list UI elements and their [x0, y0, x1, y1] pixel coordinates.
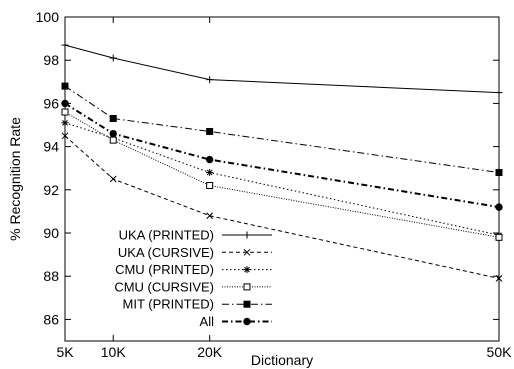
legend-marker — [243, 317, 251, 326]
y-tick-label: 86 — [43, 311, 59, 327]
legend-label: CMU (CURSIVE) — [114, 279, 214, 294]
y-tick-label: 94 — [43, 139, 59, 155]
data-point — [109, 175, 117, 183]
data-point — [61, 108, 69, 116]
data-point — [61, 82, 69, 90]
data-point — [61, 99, 69, 108]
series-line-uka-cursive — [64, 135, 500, 279]
data-point — [495, 275, 503, 282]
y-tick-label: 88 — [43, 268, 59, 284]
legend-label: UKA (CURSIVE) — [118, 245, 214, 260]
legend-marker — [243, 248, 251, 256]
series-line-cmu-cursive — [64, 111, 500, 238]
series-line-cmu-printed — [64, 122, 500, 236]
x-tick-label: 50K — [487, 344, 513, 360]
series-line-mit-printed — [64, 85, 500, 174]
data-point — [495, 89, 503, 97]
data-point — [206, 127, 214, 135]
y-axis-label: % Recognition Rate — [7, 117, 23, 241]
data-point — [206, 169, 214, 177]
data-point — [495, 169, 503, 177]
series-mit-printed — [61, 82, 503, 177]
data-point — [109, 54, 117, 62]
data-point — [206, 76, 214, 84]
data-point — [206, 212, 214, 220]
data-point — [206, 181, 214, 189]
series-line-all — [64, 102, 500, 209]
legend-item-cmu-printed: CMU (PRINTED) — [115, 262, 272, 277]
series-line-uka-printed — [64, 44, 500, 94]
data-point — [495, 233, 503, 241]
y-tick-label: 98 — [43, 52, 59, 68]
x-tick-label: 5K — [56, 344, 74, 360]
legend-item-all: All — [200, 314, 272, 329]
legend-item-mit-printed: MIT (PRINTED) — [123, 297, 272, 312]
x-tick-label: 20K — [197, 344, 223, 360]
legend-label: All — [200, 314, 215, 329]
legend-marker — [243, 231, 251, 239]
data-point — [61, 132, 69, 140]
data-point — [109, 129, 117, 138]
data-point — [109, 136, 117, 144]
legend-marker — [243, 266, 251, 274]
series-all — [61, 99, 503, 211]
legend-label: MIT (PRINTED) — [123, 297, 214, 312]
y-tick-label: 92 — [43, 182, 59, 198]
legend-label: CMU (PRINTED) — [115, 262, 214, 277]
legend-marker — [243, 300, 251, 308]
legend-item-uka-cursive: UKA (CURSIVE) — [118, 245, 272, 260]
data-point — [61, 119, 69, 127]
legend-item-cmu-cursive: CMU (CURSIVE) — [114, 279, 272, 294]
legend-label: UKA (PRINTED) — [119, 228, 214, 243]
legend-item-uka-printed: UKA (PRINTED) — [119, 228, 272, 243]
y-tick-label: 90 — [43, 225, 59, 241]
series-uka-cursive — [61, 132, 503, 282]
data-point — [495, 203, 503, 211]
series-uka-printed — [61, 41, 503, 97]
legend-marker — [243, 283, 251, 291]
data-point — [61, 41, 69, 49]
x-tick-label: 10K — [101, 344, 127, 360]
series-layer — [61, 41, 503, 282]
plot-frame — [64, 16, 500, 342]
legend: UKA (PRINTED) UKA (CURSIVE) CMU (PRINTED) C… — [114, 228, 272, 329]
data-point — [109, 115, 117, 123]
y-tick-label: 96 — [43, 95, 59, 111]
x-axis-label: Dictionary — [251, 352, 313, 368]
y-tick-label: 100 — [36, 9, 60, 25]
series-cmu-cursive — [61, 108, 503, 241]
data-point — [205, 155, 214, 164]
axis-ticks: 86 88 90 92 94 96 98 100 5K 10K 20K 50K — [36, 9, 512, 360]
